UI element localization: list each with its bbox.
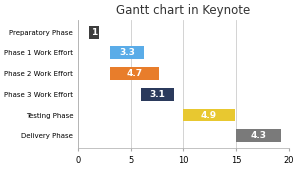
Bar — [110, 67, 159, 80]
Text: 3.3: 3.3 — [119, 48, 135, 57]
Bar — [236, 129, 281, 142]
Bar — [89, 26, 99, 39]
Text: 4.3: 4.3 — [251, 131, 267, 140]
Bar — [110, 46, 144, 59]
Text: 1: 1 — [91, 28, 97, 37]
Text: 4.9: 4.9 — [201, 111, 217, 119]
Bar — [183, 109, 235, 122]
Text: 4.7: 4.7 — [126, 69, 142, 78]
Bar — [141, 88, 174, 101]
Title: Gantt chart in Keynote: Gantt chart in Keynote — [116, 4, 250, 17]
Text: 3.1: 3.1 — [150, 90, 165, 99]
